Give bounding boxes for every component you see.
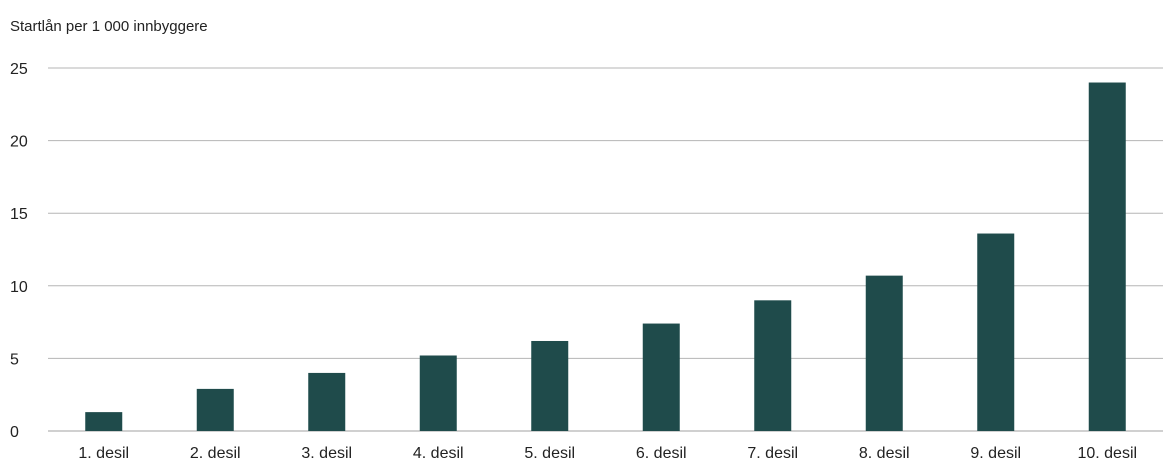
- bar: [85, 412, 123, 431]
- y-axis-label: Startlån per 1 000 innbyggere: [10, 18, 208, 35]
- x-tick-label: 2. desil: [190, 445, 241, 462]
- x-tick-label: 5. desil: [524, 445, 575, 462]
- x-tick-label: 4. desil: [413, 445, 464, 462]
- bar: [642, 323, 680, 431]
- x-tick-label: 1. desil: [78, 445, 129, 462]
- y-tick-label: 15: [10, 206, 28, 223]
- y-tick-label: 10: [10, 279, 28, 296]
- y-tick-label: 5: [10, 351, 19, 368]
- y-tick-label: 0: [10, 424, 19, 441]
- x-tick-label: 8. desil: [859, 445, 910, 462]
- bar: [196, 388, 234, 431]
- bar: [754, 300, 792, 431]
- y-tick-label: 20: [10, 134, 28, 151]
- x-tick-label: 9. desil: [970, 445, 1021, 462]
- bar: [308, 372, 346, 431]
- x-tick-label: 10. desil: [1077, 445, 1137, 462]
- bar: [865, 275, 903, 431]
- bar: [1088, 82, 1126, 432]
- bar: [419, 355, 457, 431]
- bar: [977, 233, 1015, 431]
- bar: [531, 340, 569, 431]
- x-tick-label: 6. desil: [636, 445, 687, 462]
- y-tick-label: 25: [10, 61, 28, 78]
- x-tick-label: 7. desil: [747, 445, 798, 462]
- x-tick-label: 3. desil: [301, 445, 352, 462]
